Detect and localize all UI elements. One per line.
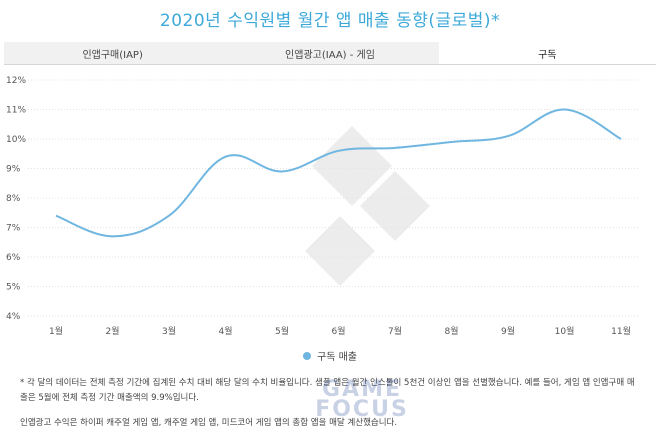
y-tick-label: 7%	[6, 224, 21, 234]
tab-subscription[interactable]: 구독	[438, 42, 656, 64]
x-tick-label: 1월	[49, 325, 63, 337]
y-tick-label: 8%	[6, 194, 21, 204]
background-logo	[305, 126, 430, 286]
footnotes: * 각 달의 데이터는 전체 측정 기간에 집계된 수치 대비 해당 달의 수치…	[20, 376, 640, 441]
y-tick-label: 10%	[6, 135, 26, 145]
y-axis-ticks: 4% 5% 6% 7% 8% 9% 10% 11% 12%	[6, 76, 26, 322]
x-tick-label: 3월	[162, 325, 176, 337]
footnote-2: 인앱광고 수익은 하이퍼 캐주얼 게임 앱, 캐주얼 게임 앱, 미드코어 게임…	[20, 418, 398, 428]
x-axis-ticks: 1월 2월 3월 4월 5월 6월 7월 8월 9월 10월 11월	[49, 325, 631, 337]
x-tick-label: 8월	[444, 325, 458, 337]
y-tick-label: 11%	[6, 106, 26, 116]
x-tick-label: 7월	[388, 325, 402, 337]
y-tick-label: 12%	[6, 76, 26, 86]
line-chart: 4% 5% 6% 7% 8% 9% 10% 11% 12% 1월 2월 3월 4월 5월 6월 7월 8월 9월…	[6, 76, 640, 337]
x-tick-label: 2월	[105, 325, 119, 337]
chart-title: 2020년 수익원별 월간 앱 매출 동향(글로벌)*	[159, 11, 501, 31]
x-tick-label: 5월	[275, 325, 289, 337]
footnote-1: * 각 달의 데이터는 전체 측정 기간에 집계된 수치 대비 해당 달의 수치…	[20, 378, 635, 403]
revenue-source-tabs: 인앱구매(IAP) 인앱광고(IAA) - 게임 구독	[4, 42, 656, 65]
x-tick-label: 11월	[611, 325, 631, 337]
legend-marker	[303, 351, 311, 360]
chart-legend: 구독 매출	[0, 348, 660, 363]
y-tick-label: 6%	[6, 253, 21, 263]
legend-label: 구독 매출	[317, 352, 357, 363]
tab-iaa-game[interactable]: 인앱광고(IAA) - 게임	[221, 42, 439, 64]
x-tick-label: 6월	[331, 325, 345, 337]
y-tick-label: 4%	[6, 312, 21, 322]
y-tick-label: 5%	[6, 283, 21, 293]
grid-lines	[28, 79, 640, 317]
x-tick-label: 10월	[555, 325, 575, 337]
x-tick-label: 9월	[501, 325, 515, 337]
y-tick-label: 9%	[6, 165, 21, 175]
x-tick-label: 4월	[218, 325, 232, 337]
tab-iap[interactable]: 인앱구매(IAP)	[4, 42, 222, 64]
